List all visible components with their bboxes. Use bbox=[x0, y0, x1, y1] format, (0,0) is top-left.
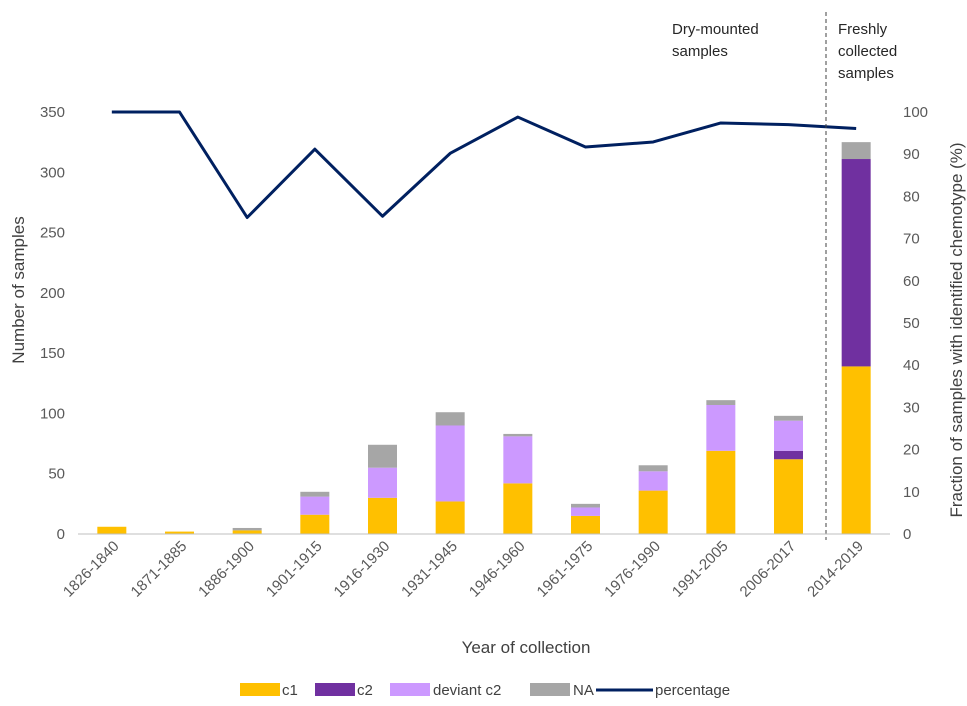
y-tick-label: 250 bbox=[40, 225, 65, 242]
legend-label-deviant-c2: deviant c2 bbox=[433, 682, 501, 699]
y-tick-label: 150 bbox=[40, 345, 65, 362]
x-tick-label: 1991-2005 bbox=[669, 538, 732, 601]
y-tick-label: 50 bbox=[48, 466, 65, 483]
y2-axis-title: Fraction of samples with identified chem… bbox=[947, 142, 966, 517]
x-axis-ticks: 1826-1840 1871-1885 1886-1900 1901-1915 1916… bbox=[60, 538, 867, 601]
bar-deviant-c2-1991-2005 bbox=[706, 404, 736, 451]
bar-c1-1871-1885 bbox=[165, 531, 194, 534]
y2-tick-label: 40 bbox=[903, 357, 920, 374]
legend-label-c1: c1 bbox=[282, 682, 298, 699]
legend-swatch-c1 bbox=[240, 683, 280, 696]
bar-c1-1946-1960 bbox=[503, 483, 533, 534]
bar-na-1991-2005 bbox=[706, 400, 736, 405]
x-tick-label: 1946-1960 bbox=[466, 538, 529, 601]
y2-tick-label: 70 bbox=[903, 231, 920, 248]
x-tick-label: 1961-1975 bbox=[534, 538, 597, 601]
x-axis-title: Year of collection bbox=[462, 638, 591, 657]
bar-c1-1961-1975 bbox=[571, 515, 600, 534]
bar-c2-2014-2019 bbox=[841, 159, 871, 367]
legend-label-percentage: percentage bbox=[655, 682, 730, 699]
bar-na-1946-1960 bbox=[503, 433, 533, 437]
bars-layer bbox=[97, 142, 871, 534]
x-tick-label: 2006-2017 bbox=[737, 538, 800, 601]
bar-c1-1976-1990 bbox=[638, 490, 668, 534]
bar-deviant-c2-1931-1945 bbox=[435, 425, 465, 502]
x-tick-label: 1826-1840 bbox=[60, 538, 123, 601]
legend-swatch-na bbox=[530, 683, 570, 696]
bar-c1-1826-1840 bbox=[97, 526, 127, 534]
bar-na-1916-1930 bbox=[368, 444, 397, 468]
legend-swatch-c2 bbox=[315, 683, 355, 696]
x-tick-label: 1901-1915 bbox=[263, 538, 326, 601]
bar-c1-1991-2005 bbox=[706, 450, 736, 534]
bar-na-1886-1900 bbox=[232, 527, 262, 531]
x-tick-label: 2014-2019 bbox=[804, 538, 867, 601]
y2-tick-label: 50 bbox=[903, 315, 920, 332]
annotation-freshly-collected: Freshly collected samples bbox=[838, 21, 901, 82]
y-tick-label: 0 bbox=[57, 526, 65, 543]
bar-deviant-c2-1946-1960 bbox=[503, 436, 533, 484]
bar-deviant-c2-1901-1915 bbox=[300, 496, 330, 515]
x-tick-label: 1871-1885 bbox=[128, 538, 191, 601]
bar-na-1976-1990 bbox=[638, 465, 668, 472]
bar-deviant-c2-1916-1930 bbox=[368, 467, 397, 498]
y2-axis-ticks: 0 10 20 30 40 50 60 70 80 90 100 bbox=[903, 104, 928, 543]
x-tick-label: 1931-1945 bbox=[398, 538, 461, 601]
bar-na-1961-1975 bbox=[571, 503, 600, 508]
y2-tick-label: 0 bbox=[903, 526, 911, 543]
bar-na-2006-2017 bbox=[774, 415, 803, 421]
y2-tick-label: 60 bbox=[903, 273, 920, 290]
bar-c1-1901-1915 bbox=[300, 514, 330, 534]
legend-label-na: NA bbox=[573, 682, 594, 699]
bar-deviant-c2-2006-2017 bbox=[774, 420, 803, 451]
y-tick-label: 300 bbox=[40, 164, 65, 181]
bar-c1-1886-1900 bbox=[232, 530, 262, 534]
bar-c1-1931-1945 bbox=[435, 501, 465, 534]
bar-deviant-c2-1976-1990 bbox=[638, 471, 668, 491]
x-tick-label: 1916-1930 bbox=[331, 538, 394, 601]
legend: c1 c2 deviant c2 NA percentage bbox=[240, 682, 730, 699]
bar-c1-2006-2017 bbox=[774, 459, 803, 534]
y-axis-title: Number of samples bbox=[9, 216, 28, 363]
y-tick-label: 200 bbox=[40, 285, 65, 302]
y2-tick-label: 10 bbox=[903, 484, 920, 501]
y-tick-label: 350 bbox=[40, 104, 65, 121]
annotation-dry-mounted: Dry-mounted samples bbox=[672, 21, 763, 60]
bar-c1-2014-2019 bbox=[841, 366, 871, 534]
legend-label-c2: c2 bbox=[357, 682, 373, 699]
legend-swatch-deviant-c2 bbox=[390, 683, 430, 696]
y2-tick-label: 80 bbox=[903, 188, 920, 205]
y-tick-label: 100 bbox=[40, 405, 65, 422]
bar-na-1931-1945 bbox=[435, 412, 465, 426]
bar-c1-1916-1930 bbox=[368, 497, 397, 534]
bar-deviant-c2-1961-1975 bbox=[571, 507, 600, 516]
bar-na-2014-2019 bbox=[841, 142, 871, 160]
y2-tick-label: 100 bbox=[903, 104, 928, 121]
line-layer bbox=[111, 110, 857, 219]
y-axis-ticks: 0 50 100 150 200 250 300 350 bbox=[40, 104, 65, 543]
y2-tick-label: 90 bbox=[903, 146, 920, 163]
y2-tick-label: 30 bbox=[903, 399, 920, 416]
x-tick-label: 1886-1900 bbox=[195, 538, 258, 601]
bar-c2-2006-2017 bbox=[774, 450, 803, 460]
line-percentage bbox=[111, 110, 857, 219]
y2-tick-label: 20 bbox=[903, 442, 920, 459]
x-tick-label: 1976-1990 bbox=[601, 538, 664, 601]
bar-na-1901-1915 bbox=[300, 491, 330, 497]
